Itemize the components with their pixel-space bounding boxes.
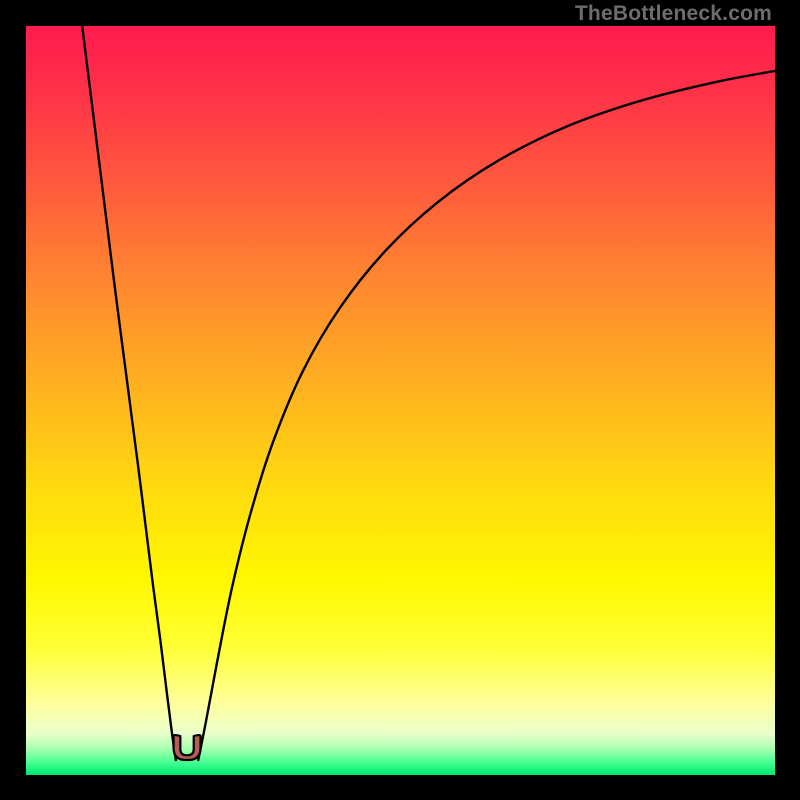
gradient-background [26, 26, 775, 775]
chart-svg [26, 26, 775, 775]
plot-area [26, 26, 775, 775]
watermark-text: TheBottleneck.com [575, 2, 772, 26]
